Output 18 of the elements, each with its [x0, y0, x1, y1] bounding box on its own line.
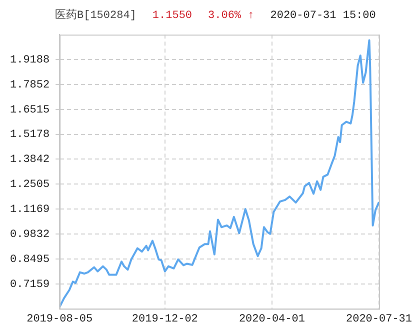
text: 1.1550	[152, 10, 192, 22]
chart-title: 医药B[150284]	[55, 8, 136, 22]
x-tick-label: 2020-07-31	[346, 313, 412, 326]
y-tick-label: 0.9832	[10, 228, 50, 241]
x-tick-label: 2019-08-05	[26, 313, 93, 326]
y-tick-label: 0.8495	[10, 254, 50, 266]
y-tick-label: 1.6515	[10, 104, 50, 116]
y-tick-label: 0.7159	[10, 278, 50, 291]
text: 3.06% ↑	[208, 10, 254, 22]
y-tick-label: 1.3842	[10, 154, 50, 166]
y-tick-label: 1.2505	[10, 179, 50, 192]
y-tick-label: 1.9188	[10, 54, 50, 66]
x-tick-label: 2020-04-01	[238, 313, 306, 326]
text: 2020-07-31 15:00	[270, 10, 376, 22]
x-tick-label: 2019-12-02	[132, 313, 198, 326]
y-tick-label: 1.7852	[10, 79, 50, 92]
y-tick-label: 1.1169	[10, 204, 50, 216]
y-tick-label: 1.5178	[10, 129, 50, 142]
